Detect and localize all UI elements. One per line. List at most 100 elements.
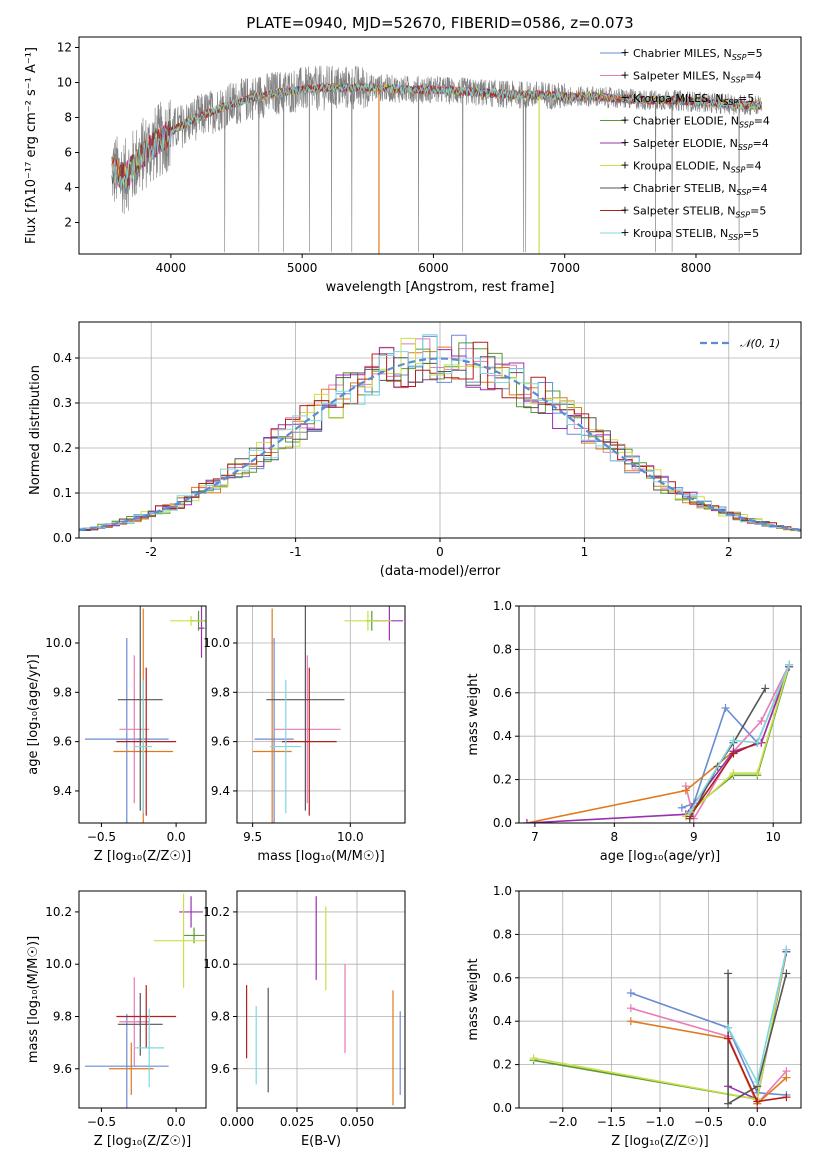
y-tick-label: 0.2 — [493, 1058, 512, 1072]
mass-weight-marker — [685, 808, 694, 817]
error-bar-point — [266, 606, 345, 811]
axes-frame — [236, 605, 406, 824]
legend-label: Salpeter ELODIE, NSSP=4 — [633, 137, 769, 152]
error-bar-point — [119, 655, 150, 804]
legend-label: Salpeter MILES, NSSP=4 — [633, 70, 762, 85]
panel-residual-distribution — [79, 322, 801, 539]
mass-weight-marker — [729, 736, 738, 745]
legend-nssp-value: =5 — [746, 47, 762, 60]
y-tick-label: 1.0 — [493, 599, 512, 613]
y-tick-label: 10.2 — [203, 905, 230, 919]
legend-marker: + — [620, 136, 629, 149]
error-bar-point — [270, 679, 302, 814]
error-bar-point — [116, 985, 177, 1048]
y-tick-label: 0.4 — [493, 1014, 512, 1028]
error-bar-point — [84, 638, 169, 823]
legend-model-name: Salpeter STELIB, N — [633, 205, 735, 218]
model-spectrum-8 — [111, 82, 762, 189]
y-tick-label: 9.8 — [53, 1009, 72, 1023]
panel-mass-weight-vs-age — [519, 605, 801, 824]
error-bar-point — [119, 977, 150, 1067]
residual-histogram-8 — [79, 334, 801, 532]
x-tick-label: −1.0 — [645, 1115, 674, 1129]
y-axis-label: age [log₁₀(age/yr)] — [26, 654, 41, 775]
mass-weight-marker — [721, 703, 730, 712]
mass-weight-marker — [729, 749, 738, 758]
y-axis-label: mass weight — [466, 958, 481, 1040]
mass-weight-marker — [724, 969, 733, 978]
x-tick-label: 2 — [725, 545, 733, 559]
spectrum-legend: + Chabrier MILES, NSSP=5+ Salpeter MILES, … — [600, 46, 770, 242]
x-axis-label: age [log₁₀(age/yr)] — [600, 849, 721, 864]
x-tick-label: 0.0 — [167, 830, 186, 844]
mass-weight-marker — [626, 988, 635, 997]
legend-ssp-subscript: SSP — [735, 211, 750, 220]
plot-area — [252, 606, 404, 823]
legend-marker: + — [620, 159, 629, 172]
legend-ssp-subscript: SSP — [723, 98, 738, 107]
legend-nssp-value: =4 — [745, 160, 761, 173]
plot-area — [84, 893, 206, 1108]
x-tick-label: −2.0 — [548, 1115, 577, 1129]
x-tick-label: 0.025 — [280, 1115, 314, 1129]
legend-ssp-subscript: SSP — [739, 121, 754, 130]
legend-model-name: Salpeter ELODIE, N — [633, 137, 738, 150]
axes-mass-vs-z: −0.5 0.0 9.6 9.8 10.0 10.2 Z [log₁₀(Z/Z☉)] mass… — [26, 890, 207, 1149]
panel-mass-vs-ebv — [236, 891, 405, 1108]
mass-weight-marker — [729, 769, 738, 778]
error-bar-point — [179, 896, 204, 928]
legend-nssp-value: =4 — [753, 137, 769, 150]
legend-ssp-subscript: SSP — [737, 188, 752, 197]
panel-age-vs-z — [84, 606, 206, 823]
mass-weight-marker — [724, 1034, 733, 1043]
legend-model-name: Chabrier ELODIE, N — [633, 115, 739, 128]
legend-model-name: Chabrier STELIB, N — [633, 182, 737, 195]
error-bar-point — [252, 608, 292, 823]
axes-mass-weight-vs-z: −2.0 −1.5 −1.0 −0.5 0.0 0.0 0.2 0.4 0.6 0.8 1.0 Z [… — [466, 884, 802, 1149]
error-bar-point — [108, 1042, 154, 1095]
normal-reference-curve — [79, 357, 801, 532]
panel-age-vs-mass — [237, 606, 405, 823]
error-bar-point — [134, 1008, 165, 1088]
x-tick-label: 9 — [690, 830, 698, 844]
legend-model-name: Kroupa STELIB, N — [633, 227, 728, 240]
x-tick-label: 8 — [611, 830, 619, 844]
plot-area — [529, 945, 791, 1108]
legend-marker: + — [620, 69, 629, 82]
x-tick-label: −0.5 — [87, 830, 116, 844]
mass-weight-marker — [782, 945, 791, 954]
legend-nssp-value: =5 — [738, 92, 754, 105]
axes-frame — [78, 36, 802, 255]
y-tick-label: 2 — [64, 216, 72, 230]
y-tick-label: 0.3 — [53, 396, 72, 410]
panel-mass-weight-vs-z — [519, 890, 801, 1109]
axes-frame — [518, 605, 802, 824]
axes-residual-distribution: -2 -1 0 1 2 0.0 0.1 0.2 0.3 0.4 (data-model)/error… — [28, 321, 802, 579]
x-axis-label: wavelength [Angstrom, rest frame] — [326, 280, 555, 295]
y-tick-label: 9.6 — [211, 1062, 230, 1076]
mass-weight-line-5 — [685, 664, 790, 818]
x-tick-label: -2 — [145, 545, 157, 559]
legend-ssp-subscript: SSP — [731, 166, 746, 175]
y-tick-label: 12 — [57, 41, 72, 55]
plot-area — [79, 334, 801, 532]
mass-weight-marker — [753, 1077, 762, 1086]
legend-ssp-subscript: SSP — [731, 76, 746, 85]
y-tick-label: 9.8 — [211, 1009, 230, 1023]
y-tick-label: 10.0 — [45, 636, 72, 650]
y-tick-label: 10.0 — [45, 957, 72, 971]
residual-histogram-2 — [79, 346, 801, 531]
panel-spectrum — [111, 65, 762, 254]
legend-model-name: Chabrier MILES, N — [633, 47, 732, 60]
legend-marker: + — [620, 204, 629, 217]
legend-nssp-value: =4 — [745, 70, 761, 83]
x-tick-label: −1.5 — [597, 1115, 626, 1129]
mass-weight-marker — [782, 1073, 791, 1082]
mass-weight-marker — [753, 769, 762, 778]
plot-area — [84, 606, 206, 823]
x-tick-label: 0.000 — [220, 1115, 254, 1129]
panel-mass-vs-z — [84, 893, 206, 1108]
mass-weight-marker — [724, 1023, 733, 1032]
x-axis-label: Z [log₁₀(Z/Z☉)] — [94, 849, 191, 864]
axes-frame — [78, 890, 207, 1109]
